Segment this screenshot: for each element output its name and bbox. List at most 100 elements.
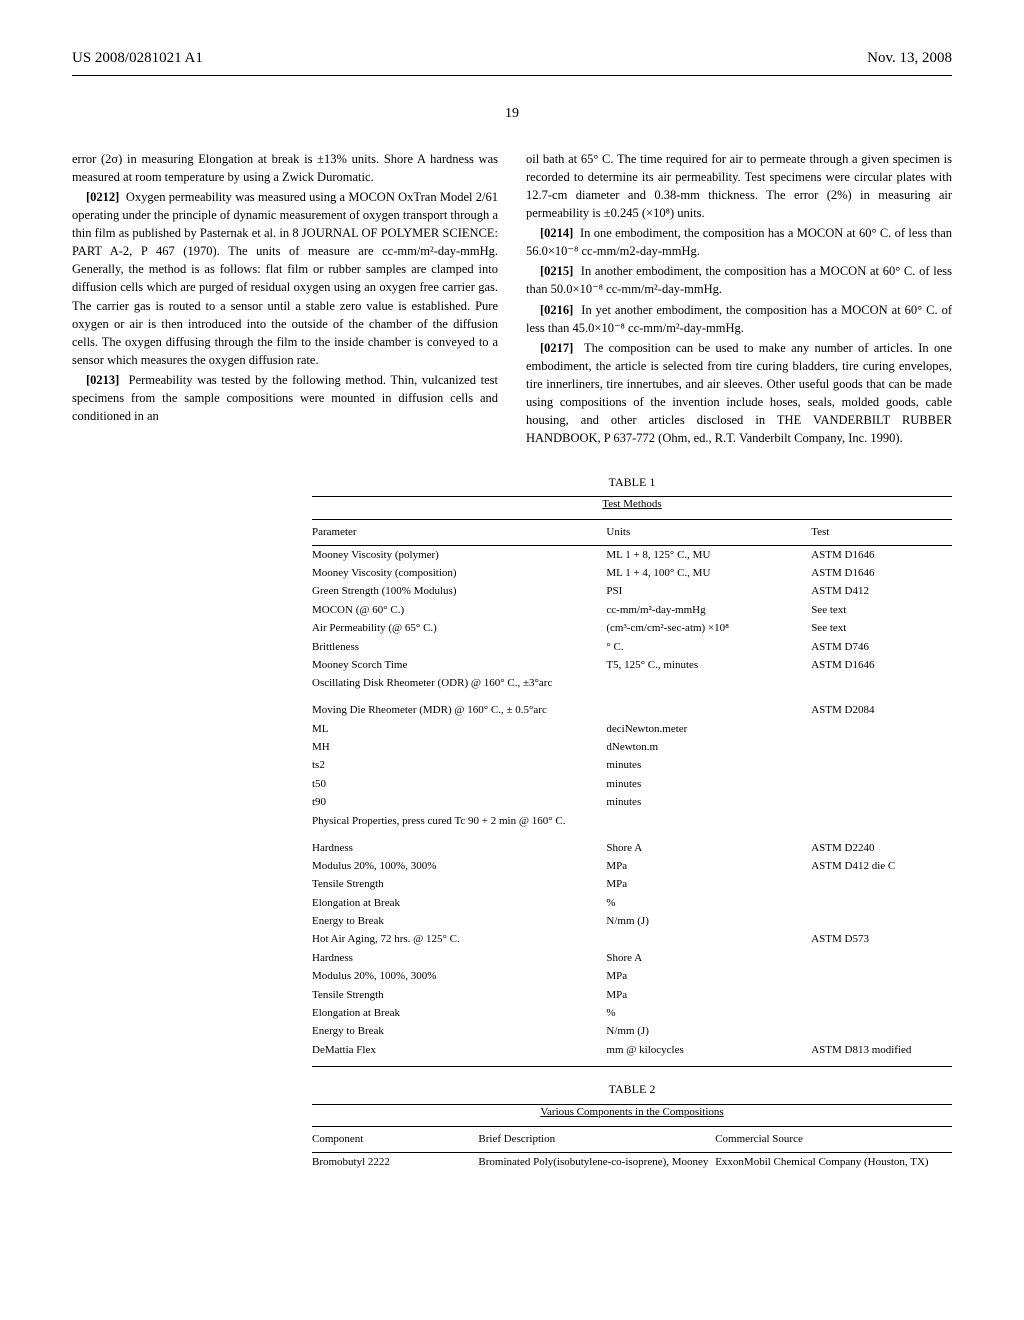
paragraph: [0217] The composition can be used to ma… (526, 339, 952, 448)
paragraph: [0216] In yet another embodiment, the co… (526, 301, 952, 337)
table-cell: T5, 125° C., minutes (606, 657, 811, 675)
table-row: Tensile StrengthMPa (312, 876, 952, 894)
table-cell (811, 675, 952, 693)
table-cell: Mooney Viscosity (polymer) (312, 546, 606, 565)
table-cell: Green Strength (100% Modulus) (312, 583, 606, 601)
table-cell: Modulus 20%, 100%, 300% (312, 857, 606, 875)
table-row: Hot Air Aging, 72 hrs. @ 125° C.ASTM D57… (312, 931, 952, 949)
table-2: Component Brief Description Commercial S… (312, 1126, 952, 1173)
table-cell: Tensile Strength (312, 986, 606, 1004)
table-cell: Brittleness (312, 638, 606, 656)
table-cell: Modulus 20%, 100%, 300% (312, 968, 606, 986)
table-cell: See text (811, 620, 952, 638)
table-cell: Shore A (606, 949, 811, 967)
table-cell (811, 720, 952, 738)
table-caption: TABLE 2 (312, 1081, 952, 1098)
column-header: Units (606, 519, 811, 545)
table-cell: Energy to Break (312, 1023, 606, 1041)
table-row: MOCON (@ 60° C.)cc-mm/m²-day-mmHgSee tex… (312, 601, 952, 619)
publication-number: US 2008/0281021 A1 (72, 48, 203, 69)
table-cell: PSI (606, 583, 811, 601)
table-cell (606, 675, 811, 693)
table-cell: ASTM D1646 (811, 565, 952, 583)
page-header: US 2008/0281021 A1 Nov. 13, 2008 (72, 48, 952, 69)
table-subcaption: Various Components in the Compositions (312, 1105, 952, 1120)
table-cell: Bromobutyl 2222 (312, 1153, 478, 1173)
table-cell: N/mm (J) (606, 913, 811, 931)
table-cell: Shore A (606, 831, 811, 858)
table-row: Green Strength (100% Modulus)PSIASTM D41… (312, 583, 952, 601)
table-cell (606, 812, 811, 830)
tables-region: TABLE 1 Test Methods Parameter Units Tes… (312, 474, 952, 1173)
table-cell (606, 693, 811, 720)
table-cell: DeMattia Flex (312, 1041, 606, 1059)
table-cell: Elongation at Break (312, 1005, 606, 1023)
table-cell (811, 876, 952, 894)
table-row: ts2minutes (312, 757, 952, 775)
paragraph-number: [0212] (86, 190, 119, 204)
column-header: Component (312, 1126, 478, 1152)
table-cell (811, 794, 952, 812)
table-cell (811, 968, 952, 986)
header-rule (72, 75, 952, 76)
table-cell: See text (811, 601, 952, 619)
table-row: Energy to BreakN/mm (J) (312, 913, 952, 931)
table-cell: ° C. (606, 638, 811, 656)
table-cell: MPa (606, 857, 811, 875)
table-row: Oscillating Disk Rheometer (ODR) @ 160° … (312, 675, 952, 693)
table-row: Air Permeability (@ 65° C.)(cm³-cm/cm²-s… (312, 620, 952, 638)
column-header: Test (811, 519, 952, 545)
table-1: Parameter Units Test Mooney Viscosity (p… (312, 519, 952, 1060)
table-cell: Brominated Poly(isobutylene-co-isoprene)… (478, 1153, 715, 1173)
table-cell: MPa (606, 968, 811, 986)
table-cell: ts2 (312, 757, 606, 775)
table-cell (811, 739, 952, 757)
table-cell: ML 1 + 8, 125° C., MU (606, 546, 811, 565)
table-row: t50minutes (312, 775, 952, 793)
table-cell: Energy to Break (312, 913, 606, 931)
table-cell (811, 1023, 952, 1041)
table-row: Bromobutyl 2222Brominated Poly(isobutyle… (312, 1153, 952, 1173)
table-cell: cc-mm/m²-day-mmHg (606, 601, 811, 619)
table-cell: ASTM D1646 (811, 546, 952, 565)
table-cell: % (606, 1005, 811, 1023)
table-row: Modulus 20%, 100%, 300%MPaASTM D412 die … (312, 857, 952, 875)
table-row: Mooney Viscosity (composition)ML 1 + 4, … (312, 565, 952, 583)
table-row: MLdeciNewton.meter (312, 720, 952, 738)
table-cell: Hot Air Aging, 72 hrs. @ 125° C. (312, 931, 606, 949)
table-cell: Oscillating Disk Rheometer (ODR) @ 160° … (312, 675, 606, 693)
table-row: Moving Die Rheometer (MDR) @ 160° C., ± … (312, 693, 952, 720)
table-cell: ASTM D1646 (811, 657, 952, 675)
body-text: error (2σ) in measuring Elongation at br… (72, 150, 498, 186)
table-cell: % (606, 894, 811, 912)
table-cell (811, 894, 952, 912)
body-text: Oxygen permeability was measured using a… (72, 190, 498, 367)
table-cell: ASTM D2084 (811, 693, 952, 720)
table-caption: TABLE 1 (312, 474, 952, 491)
body-text: oil bath at 65° C. The time required for… (526, 150, 952, 223)
paragraph: [0215] In another embodiment, the compos… (526, 262, 952, 298)
body-text: In one embodiment, the composition has a… (526, 226, 952, 258)
table-row: Mooney Scorch TimeT5, 125° C., minutesAS… (312, 657, 952, 675)
body-text: In another embodiment, the composition h… (526, 264, 952, 296)
table-row: Physical Properties, press cured Tc 90 +… (312, 812, 952, 830)
right-column: oil bath at 65° C. The time required for… (526, 150, 952, 450)
table-cell: Hardness (312, 949, 606, 967)
table-cell: t50 (312, 775, 606, 793)
table-cell: minutes (606, 794, 811, 812)
table-cell: Hardness (312, 831, 606, 858)
table-cell: MOCON (@ 60° C.) (312, 601, 606, 619)
table-cell: ASTM D813 modified (811, 1041, 952, 1059)
table-cell: ASTM D412 (811, 583, 952, 601)
table-cell: dNewton.m (606, 739, 811, 757)
table-row: Modulus 20%, 100%, 300%MPa (312, 968, 952, 986)
body-text: The composition can be used to make any … (526, 341, 952, 446)
table-row: Brittleness° C.ASTM D746 (312, 638, 952, 656)
column-header: Commercial Source (715, 1126, 952, 1152)
column-header: Parameter (312, 519, 606, 545)
table-row: t90minutes (312, 794, 952, 812)
paragraph-number: [0215] (540, 264, 573, 278)
paragraph-number: [0214] (540, 226, 573, 240)
paragraph-number: [0217] (540, 341, 573, 355)
table-cell: ML (312, 720, 606, 738)
